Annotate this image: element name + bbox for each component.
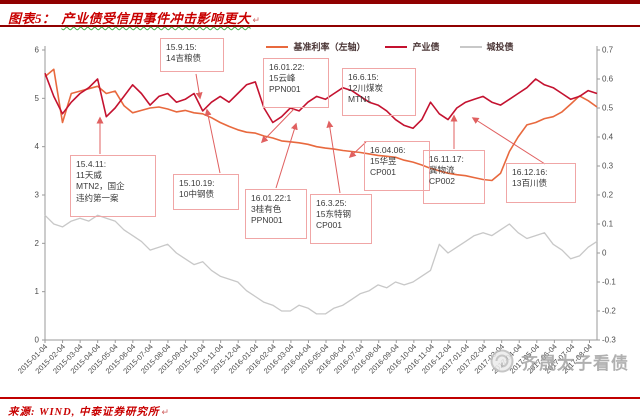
right-tick-label: -0.1	[602, 278, 616, 287]
right-tick-label: -0.3	[602, 336, 616, 345]
figure-footer: 来源: WIND, 中泰证券研究所 ↵	[0, 397, 640, 419]
series-line-2	[44, 214, 598, 315]
watermark-text: 齐晟太子看债	[521, 353, 629, 373]
event-arrow	[275, 122, 298, 189]
return-mark-icon: ↵	[252, 15, 261, 25]
annotation-line: 12川煤炭	[348, 83, 383, 94]
annotation-line: 15华昱	[370, 156, 397, 167]
left-tick-label: 5	[35, 94, 40, 103]
annotation-box: 16.6.15: 12川煤炭 MTN1	[342, 68, 416, 116]
left-tick-label: 3	[35, 191, 40, 200]
right-tick-label: 0.7	[602, 46, 614, 55]
legend-item: 城投债	[459, 40, 514, 53]
event-arrow	[326, 120, 341, 194]
annotation-line: 16.04.06:	[370, 145, 406, 155]
event-arrow	[204, 108, 221, 174]
legend-item: 产业债	[385, 40, 440, 53]
return-mark-icon: ↵	[161, 407, 170, 417]
figure-title: 产业债受信用事件冲击影响更大	[61, 11, 251, 26]
annotation-box: 16.04.06: 15华昱 CP001	[364, 141, 430, 191]
annotation-line: 16.11.17:	[429, 154, 464, 164]
right-tick-label: 0	[602, 249, 607, 258]
figure-tag: 图表5：	[8, 11, 56, 26]
annotation-line: 15云峰	[269, 73, 296, 84]
legend-item: 基准利率（左轴）	[266, 40, 365, 53]
annotation-line: 16.01.22:1	[251, 193, 292, 203]
legend-label: 产业债	[412, 42, 440, 52]
annotation-line: 15东特钢	[316, 209, 351, 220]
annotation-line: 14吉粮债	[166, 53, 201, 64]
annotation-line: CP001	[370, 167, 396, 178]
annotation-box: 16.3.25: 15东特钢 CP001	[310, 194, 372, 244]
annotation-line: MTN1	[348, 94, 372, 105]
annotation-box: 16.11.17: 冀物流 CP002	[423, 150, 485, 204]
annotation-box: 16.01.22:1 3桂有色 PPN001	[245, 189, 307, 239]
line-chart: 0 1 2 3 4 5 6 -0.3 -0.2 -0.1 0 0.1 0.2 0.3 0.4 0.5 0.6 0.…	[0, 32, 640, 397]
right-tick-label: 0.1	[602, 220, 614, 229]
annotation-line: 11天威	[76, 170, 102, 181]
annotation-line: 3桂有色	[251, 204, 282, 215]
annotation-line: 15.10.19:	[179, 178, 215, 188]
annotation-line: 15.9.15:	[166, 42, 197, 52]
series-line-1	[44, 72, 598, 130]
event-arrow	[260, 108, 295, 144]
legend-label: 基准利率（左轴）	[293, 42, 366, 52]
left-tick-label: 4	[35, 142, 40, 151]
event-arrows	[96, 73, 546, 194]
annotation-line: 16.6.15:	[348, 72, 379, 82]
figure-header: 图表5： 产业债受信用事件冲击影响更大 ↵	[0, 0, 640, 27]
annotation-line: 冀物流	[429, 165, 455, 176]
left-tick-label: 2	[35, 239, 40, 248]
annotation-box: 16.01.22: 15云峰 PPN001	[263, 58, 329, 108]
series-lines	[44, 68, 598, 315]
event-arrow	[195, 73, 203, 100]
legend-line-swatch	[459, 45, 482, 48]
series-line-0	[44, 68, 598, 182]
annotation-line: 16.12.16:	[512, 167, 548, 177]
annotation-line: 13百川债	[512, 178, 547, 189]
event-arrow	[348, 141, 367, 159]
annotation-box: 15.4.11: 11天威 MTN2，国企 违约第一案	[70, 155, 156, 217]
annotation-line: PPN001	[269, 84, 301, 95]
legend-line-swatch	[385, 45, 408, 48]
annotation-line: MTN2，国企	[76, 181, 125, 192]
annotation-line: 违约第一案	[76, 192, 119, 203]
right-tick-label: -0.2	[602, 307, 616, 316]
annotation-box: 15.10.19: 10中钢债	[173, 174, 239, 210]
watermark: 齐晟太子看债	[488, 347, 629, 375]
right-tick-label: 0.3	[602, 162, 614, 171]
source-text: 来源: WIND, 中泰证券研究所	[8, 407, 160, 418]
annotation-line: 16.3.25:	[316, 198, 347, 208]
annotation-line: PPN001	[251, 215, 283, 226]
legend-label: 城投债	[486, 42, 514, 52]
right-tick-label: 0.2	[602, 191, 614, 200]
annotation-line: 16.01.22:	[269, 62, 305, 72]
left-tick-label: 0	[35, 336, 40, 345]
watermark-logo-icon	[490, 349, 514, 373]
annotation-box: 15.9.15: 14吉粮债	[160, 38, 224, 72]
annotation-line: CP002	[429, 176, 455, 187]
annotation-box: 16.12.16: 13百川债	[506, 163, 576, 203]
left-tick-label: 1	[35, 287, 40, 296]
annotation-line: CP001	[316, 220, 342, 231]
right-tick-label: 0.4	[602, 133, 614, 142]
annotation-line: 10中钢债	[179, 189, 214, 200]
event-arrow	[471, 117, 546, 165]
annotation-line: 15.4.11:	[76, 159, 107, 169]
legend-line-swatch	[266, 45, 289, 48]
right-tick-label: 0.6	[602, 75, 614, 84]
legend: 基准利率（左轴） 产业债 城投债	[150, 40, 630, 53]
left-tick-label: 6	[35, 46, 40, 55]
right-tick-label: 0.5	[602, 104, 614, 113]
